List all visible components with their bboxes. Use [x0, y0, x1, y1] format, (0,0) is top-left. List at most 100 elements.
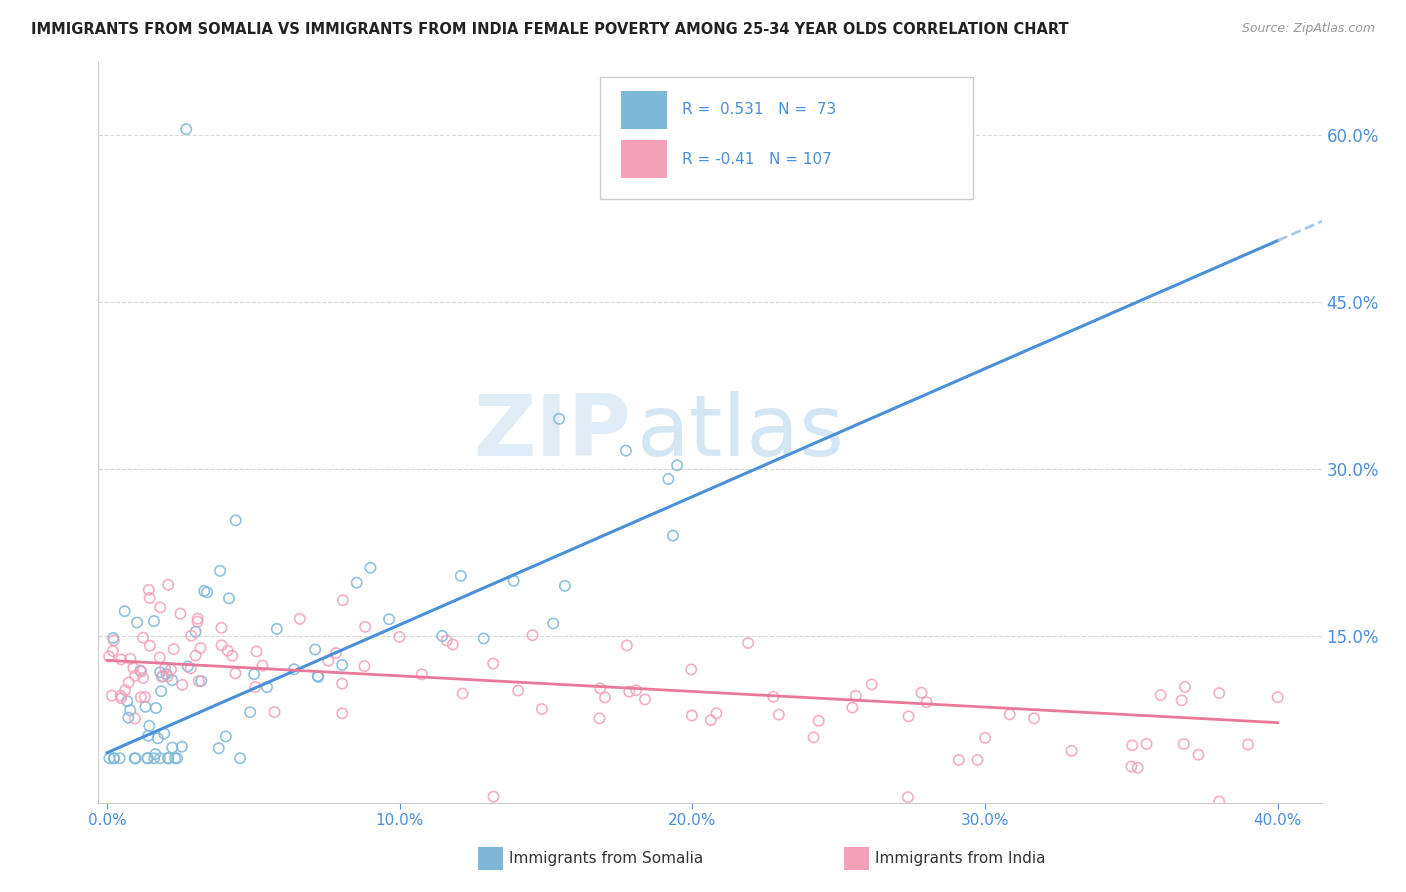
Point [131, 665, 153, 679]
Point [897, 790, 920, 805]
Point [1174, 680, 1197, 694]
Point [548, 412, 571, 426]
Point [146, 731, 169, 746]
Point [502, 574, 524, 588]
Point [101, 644, 124, 658]
Point [138, 591, 160, 605]
Point [330, 706, 353, 721]
Point [124, 669, 146, 683]
Point [150, 684, 173, 698]
Point [353, 659, 375, 673]
Point [186, 615, 208, 629]
Point [117, 710, 139, 724]
Point [1022, 711, 1045, 725]
Point [117, 675, 139, 690]
Point [543, 616, 565, 631]
Point [239, 705, 262, 719]
Point [451, 686, 474, 700]
Point [166, 751, 188, 765]
Point [225, 513, 247, 527]
Point [195, 585, 218, 599]
Point [619, 684, 641, 698]
Point [1267, 690, 1289, 705]
Point [101, 689, 124, 703]
Point [1126, 761, 1149, 775]
Point [160, 673, 183, 688]
Text: Immigrants from India: Immigrants from India [875, 852, 1045, 866]
Point [209, 621, 232, 635]
Point [136, 751, 159, 765]
Point [1208, 686, 1230, 700]
Point [108, 751, 131, 765]
Point [145, 747, 167, 761]
Point [103, 751, 125, 765]
Point [354, 620, 377, 634]
Point [190, 640, 212, 655]
Point [245, 680, 267, 694]
Point [114, 683, 136, 698]
Point [307, 670, 329, 684]
Point [974, 731, 997, 745]
Point [948, 753, 970, 767]
Point [508, 683, 530, 698]
Point [157, 751, 180, 765]
Point [98, 751, 121, 765]
Point [482, 789, 505, 804]
Point [263, 705, 285, 719]
Point [143, 614, 166, 628]
Point [134, 699, 156, 714]
Point [860, 677, 883, 691]
Point [153, 661, 176, 675]
Point [330, 676, 353, 690]
Point [283, 662, 305, 676]
Point [1208, 795, 1230, 809]
Point [807, 714, 830, 728]
Point [177, 659, 200, 673]
Point [1121, 759, 1143, 773]
Point [190, 674, 212, 689]
Point [1135, 737, 1157, 751]
Bar [620, 140, 668, 178]
Point [163, 642, 186, 657]
Point [897, 709, 920, 723]
Point [1237, 738, 1260, 752]
Point [120, 651, 142, 665]
Point [1121, 739, 1143, 753]
Point [129, 664, 152, 678]
Point [845, 689, 868, 703]
Text: R =  0.531   N =  73: R = 0.531 N = 73 [682, 103, 837, 118]
Point [388, 630, 411, 644]
Point [160, 663, 183, 677]
Point [436, 633, 458, 648]
Point [165, 751, 187, 765]
Point [330, 657, 353, 672]
Point [1187, 747, 1209, 762]
Point [706, 706, 728, 721]
Point [245, 644, 267, 658]
Point [288, 612, 311, 626]
Point [1150, 688, 1173, 702]
Point [174, 122, 197, 136]
Text: Immigrants from Somalia: Immigrants from Somalia [509, 852, 703, 866]
Point [132, 671, 155, 685]
Point [229, 751, 252, 765]
Point [634, 692, 657, 706]
Point [841, 700, 863, 714]
Point [803, 731, 825, 745]
Point [1173, 737, 1195, 751]
Point [150, 670, 173, 684]
Point [252, 658, 274, 673]
Point [256, 680, 278, 694]
Point [1060, 744, 1083, 758]
Point [120, 703, 142, 717]
Point [472, 632, 495, 646]
Point [700, 713, 723, 727]
Point [307, 669, 329, 683]
Point [482, 657, 505, 671]
Point [149, 650, 172, 665]
Point [762, 690, 785, 704]
Point [103, 751, 125, 765]
Point [124, 711, 146, 725]
Point [153, 727, 176, 741]
Point [593, 690, 616, 705]
